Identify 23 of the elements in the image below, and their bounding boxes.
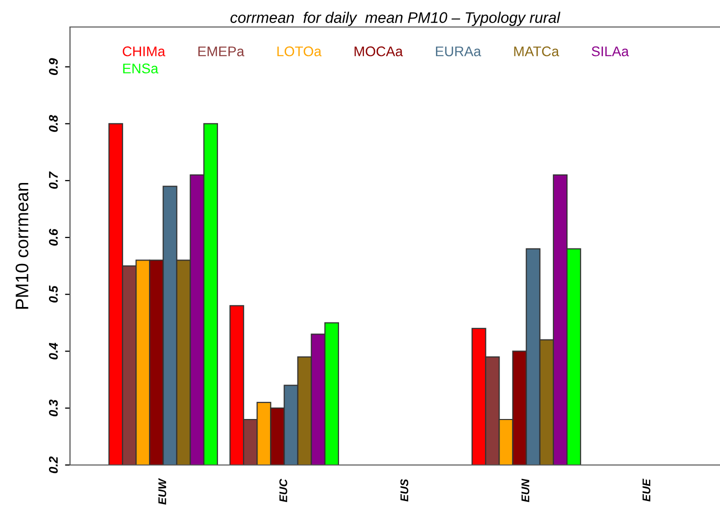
y-tick-label: 0.9 (48, 58, 58, 75)
y-tick-label: 0.2 (48, 456, 58, 474)
text: SILAa (592, 46, 629, 56)
x-tick-label: EUN (522, 478, 530, 502)
text: CHIMa (122, 46, 166, 56)
chart-title: corrmean for daily mean PM10 – Typology rural (230, 12, 560, 26)
y-tick-label: 0.5 (48, 286, 58, 303)
text: ENSa (123, 64, 158, 74)
text: LOTOa (277, 46, 322, 56)
text: MOCAa (354, 46, 403, 56)
text: EMEPa (198, 46, 244, 56)
x-tick-label: EUW (158, 478, 166, 505)
text: MATCa (514, 46, 560, 56)
y-tick-label: 0.7 (48, 171, 58, 189)
x-tick-label: EUC (279, 478, 288, 502)
text: EURAa (436, 46, 482, 56)
x-tick-label: EUE (642, 478, 650, 502)
y-tick-label: 0.6 (48, 228, 58, 246)
y-tick-label: 0.3 (48, 400, 58, 416)
y-tick-label: 0.8 (48, 115, 58, 132)
y-axis-title: PM10 corrmean (16, 182, 28, 309)
y-tick-label: 0.4 (48, 342, 58, 360)
x-tick-label: EUS (400, 479, 408, 502)
